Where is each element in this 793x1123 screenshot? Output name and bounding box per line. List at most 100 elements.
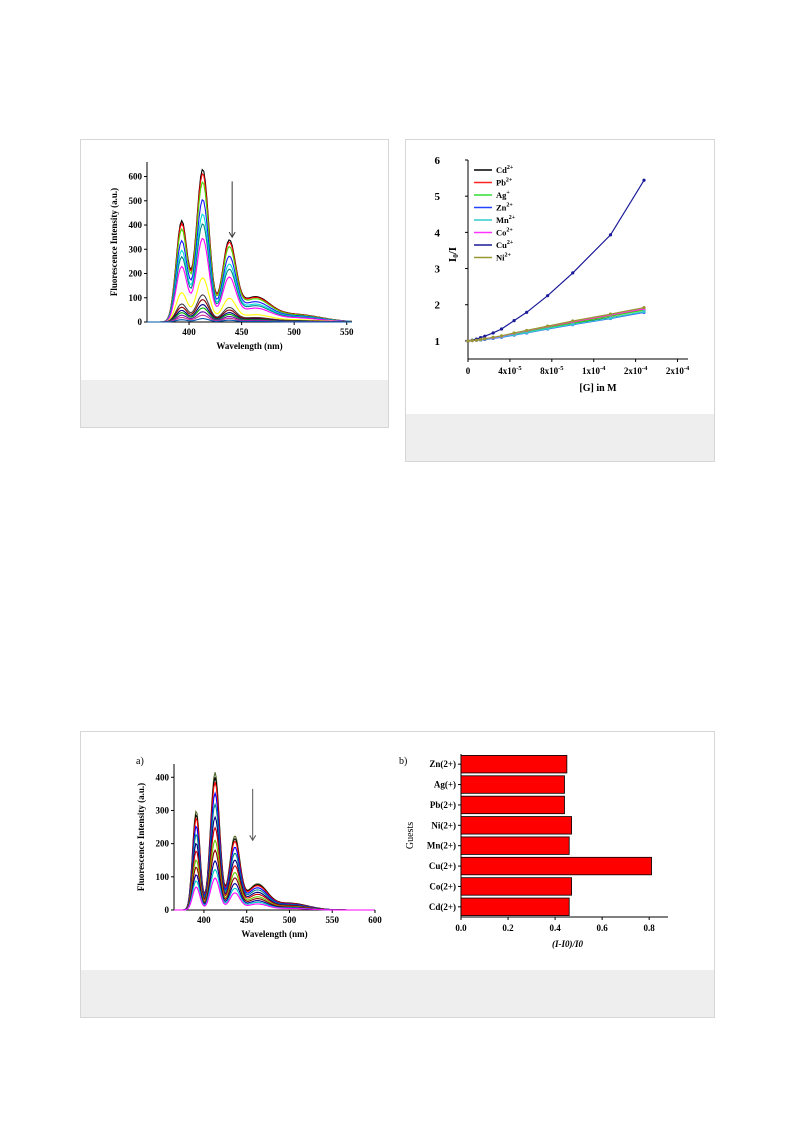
figure-1-caption — [81, 380, 388, 427]
chart1-spectrum-line — [147, 277, 352, 323]
chart4-x-tick-label: 0.8 — [644, 923, 656, 933]
chart2-series-ni-point — [483, 337, 487, 341]
chart1-y-axis-label: Fluorescence Intensity (a.u.) — [109, 188, 119, 296]
chart2-series-cu-point — [512, 319, 516, 323]
chart1-y-tick-label: 0 — [138, 317, 143, 327]
chart2-y-tick-label: 2 — [435, 300, 441, 312]
chart2-x-tick-label: 0 — [466, 366, 471, 376]
chart2-x-tick-exponent: -5 — [516, 365, 522, 372]
chart1-y-tick-label: 400 — [129, 220, 143, 230]
chart2-y-axis-label: I0/I — [447, 247, 460, 262]
chart4-bar — [460, 877, 572, 896]
chart3-y-tick-label: 0 — [165, 905, 170, 915]
figure-3-panel: a) b) 400 450 500 550 600 0 100 200 300 400 Wavele… — [80, 731, 715, 1018]
figure-3b-label: b) — [399, 756, 408, 767]
chart2-y-tick-label: 6 — [435, 155, 441, 167]
chart4-bar — [460, 775, 565, 794]
chart4-x-tick-label: 0.4 — [549, 923, 561, 933]
chart4-bar — [460, 795, 565, 815]
chart2-legend-label: Cu2+ — [496, 240, 514, 250]
chart2-legend-charge: 2+ — [506, 228, 513, 234]
chart1-x-tick-label: 400 — [182, 327, 196, 337]
chart2-series-ni-line — [467, 307, 645, 342]
chart3-x-tick-label: 550 — [325, 915, 339, 925]
figure-3-caption — [81, 970, 714, 1017]
fluorescence-chart-1: 400 450 500 550 0 100 200 300 400 500 600 Wavelengt… — [109, 162, 354, 351]
chart4-category-label: Ag(+) — [434, 780, 456, 790]
chart3-trend-arrowhead — [249, 835, 257, 842]
chart2-y-tick-label: 1 — [435, 336, 441, 348]
chart2-series-cu-point — [491, 331, 495, 335]
chart2-series-cu-point — [608, 233, 613, 237]
chart1-x-tick-label: 500 — [287, 327, 301, 337]
chart2-legend-charge: 2+ — [507, 165, 514, 171]
chart2-legend-label: Cd2+ — [496, 165, 514, 175]
chart2-legend-charge: 2+ — [509, 215, 516, 221]
chart4-category-label: Pb(2+) — [430, 800, 456, 810]
chart1-x-tick-label: 450 — [235, 327, 249, 337]
chart4-x-tick-label: 0.0 — [455, 923, 467, 933]
chart3-spectrum-line — [174, 877, 375, 911]
chart4-bar — [460, 816, 572, 835]
chart4-category-label: Cu(2+) — [429, 861, 456, 871]
chart2-legend-charge: 2+ — [505, 253, 512, 259]
chart2-legend-label: Pb2+ — [496, 178, 513, 188]
chart1-trend-arrowhead — [228, 231, 236, 239]
chart2-legend-label: Zn2+ — [496, 203, 513, 213]
chart1-x-tick-label: 550 — [340, 327, 354, 337]
chart4-bar — [460, 755, 568, 774]
chart1-x-axis-label: Wavelength (nm) — [216, 341, 282, 351]
chart2-series-ni-point — [466, 339, 470, 343]
chart2-y-tick-label: 5 — [435, 191, 441, 203]
chart4-category-label: Ni(2+) — [431, 820, 456, 830]
chart2-series-ni-point — [608, 312, 613, 316]
chart2-legend-label: Mn2+ — [496, 215, 516, 225]
chart3-x-tick-label: 600 — [368, 915, 382, 925]
chart2-series-cu-point — [546, 294, 550, 298]
chart2-series-ni-point — [478, 337, 483, 342]
chart1-y-tick-label: 300 — [129, 244, 143, 254]
chart1-y-tick-label: 500 — [129, 196, 143, 206]
chart2-y-tick-label: 3 — [435, 264, 441, 276]
chart2-series-mn-point — [608, 316, 613, 320]
chart2-legend-label: Co2+ — [496, 228, 513, 238]
chart3-x-tick-label: 400 — [197, 915, 211, 925]
chart1-spectrum-line — [147, 198, 353, 323]
chart4-category-label: Mn(2+) — [427, 841, 456, 851]
chart3-x-axis-label: Wavelength (nm) — [241, 929, 307, 939]
chart3-y-tick-label: 400 — [156, 772, 170, 782]
chart1-spectrum-line — [147, 318, 352, 323]
chart2-series-mn-point — [571, 322, 575, 326]
chart2-x-tick-exponent: -4 — [684, 365, 690, 372]
chart3-y-axis-label: Fluorescence Intensity (a.u.) — [136, 783, 146, 891]
fluorescence-chart-2: 400 450 500 550 600 0 100 200 300 400 Wavelength (… — [136, 764, 382, 939]
chart2-series-ni-point — [546, 324, 550, 328]
chart2-series-ni-point — [642, 306, 646, 310]
chart2-legend-charge: 2+ — [506, 203, 513, 209]
chart1-y-tick-label: 600 — [129, 172, 143, 182]
chart2-series-ni-point — [571, 319, 575, 323]
chart2-x-tick-exponent: -5 — [558, 365, 564, 372]
chart4-category-label: Cd(2+) — [429, 902, 456, 912]
chart2-x-tick-label: 2x10-4 — [624, 365, 648, 376]
chart2-x-axis-label: [G] in M — [579, 383, 617, 394]
quenching-bar-chart: 0.0 0.2 0.4 0.6 0.8 Zn(2+) Ag(+) Pb(2+) Ni(2+) Mn… — [405, 754, 668, 949]
chart1-spectrum-line — [147, 181, 353, 323]
chart2-series-ni-point — [525, 328, 529, 333]
chart2-series-mn-point — [642, 310, 646, 314]
stern-volmer-chart: 1 2 3 4 5 6 0 4x10-5 8x10-5 1x10-4 2x10-4 2x10-4 [G]… — [435, 155, 690, 394]
chart4-bar — [460, 897, 570, 916]
chart2-series-ni-point — [512, 331, 516, 335]
chart2-legend-charge: + — [506, 190, 510, 196]
chart2-y-tick-label: 4 — [435, 227, 441, 239]
chart2-legend-label: Ni2+ — [496, 253, 512, 263]
chart3-x-tick-label: 500 — [283, 915, 297, 925]
chart2-x-tick-label: 2x10-4 — [666, 365, 690, 376]
chart3-y-tick-label: 300 — [156, 805, 170, 815]
chart2-series-ni-point — [499, 334, 504, 338]
chart4-bar — [460, 836, 570, 855]
figure-2-caption — [406, 414, 714, 461]
chart2-legend-charge: 2+ — [506, 178, 513, 184]
chart2-legend-label: Ag+ — [496, 190, 510, 200]
chart3-y-tick-label: 200 — [156, 839, 170, 849]
